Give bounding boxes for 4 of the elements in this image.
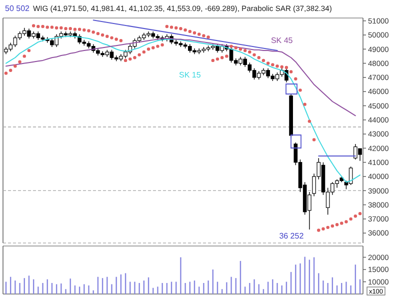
annotation: 50 502 [5,4,30,13]
series-label: SK 45 [270,36,294,45]
annotation: 36 252 [279,232,304,241]
text: SK 15 [179,70,202,80]
